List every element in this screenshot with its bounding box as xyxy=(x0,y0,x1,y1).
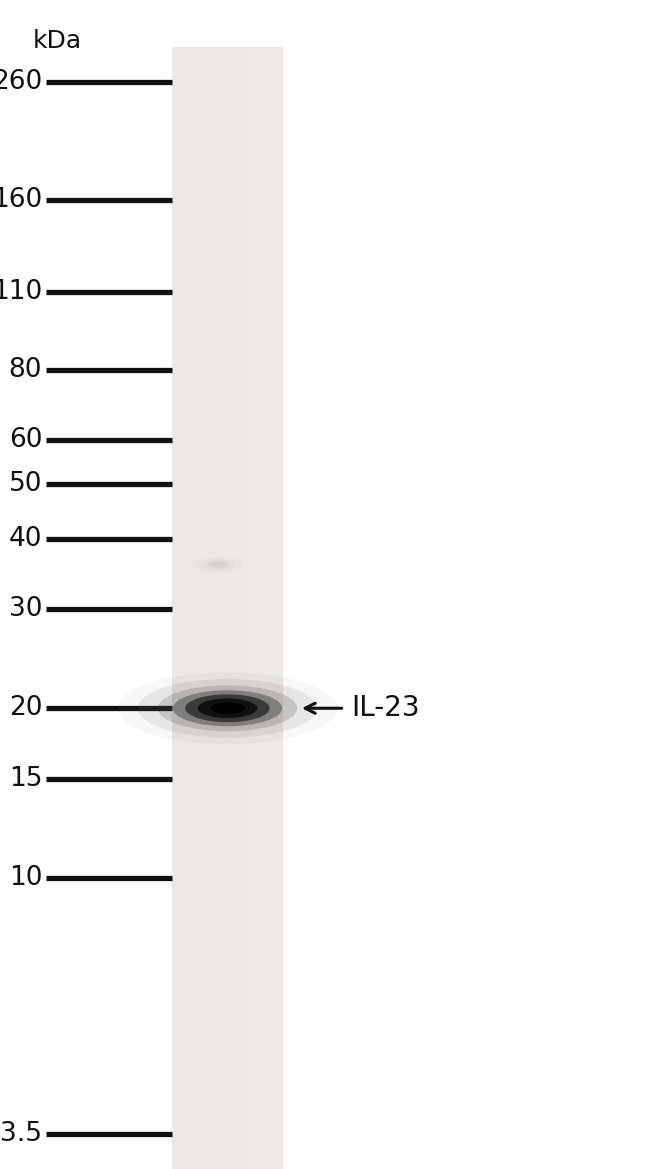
Text: 110: 110 xyxy=(0,279,42,305)
Bar xyxy=(186,47,188,1169)
Text: 40: 40 xyxy=(8,526,42,552)
Ellipse shape xyxy=(173,690,282,726)
Text: 10: 10 xyxy=(8,865,42,891)
Bar xyxy=(214,47,216,1169)
Bar xyxy=(219,47,222,1169)
Bar xyxy=(263,47,266,1169)
Bar xyxy=(247,47,250,1169)
Bar xyxy=(211,47,214,1169)
Text: 80: 80 xyxy=(8,357,42,382)
Bar xyxy=(239,47,241,1169)
Ellipse shape xyxy=(198,698,257,718)
Bar xyxy=(178,47,181,1169)
Bar xyxy=(269,47,272,1169)
Bar xyxy=(197,47,200,1169)
Ellipse shape xyxy=(158,685,297,731)
Bar xyxy=(183,47,186,1169)
Bar xyxy=(189,47,192,1169)
Ellipse shape xyxy=(118,672,337,745)
Bar xyxy=(192,47,194,1169)
Bar xyxy=(172,47,283,1169)
Bar xyxy=(258,47,261,1169)
Text: 160: 160 xyxy=(0,187,42,214)
Text: 60: 60 xyxy=(8,427,42,452)
Text: 3.5: 3.5 xyxy=(0,1121,42,1147)
Bar xyxy=(203,47,205,1169)
Bar xyxy=(200,47,203,1169)
Text: 50: 50 xyxy=(8,471,42,498)
Bar xyxy=(222,47,225,1169)
Bar xyxy=(175,47,177,1169)
Text: 15: 15 xyxy=(8,766,42,791)
Bar xyxy=(225,47,227,1169)
Bar xyxy=(266,47,269,1169)
Bar xyxy=(236,47,239,1169)
Bar xyxy=(250,47,252,1169)
Text: 20: 20 xyxy=(8,696,42,721)
Bar xyxy=(252,47,255,1169)
Ellipse shape xyxy=(210,703,245,714)
Bar xyxy=(255,47,258,1169)
Text: IL-23: IL-23 xyxy=(351,694,420,722)
Bar xyxy=(233,47,236,1169)
Bar xyxy=(181,47,183,1169)
Text: 260: 260 xyxy=(0,69,42,95)
Bar xyxy=(244,47,247,1169)
Bar xyxy=(230,47,233,1169)
Ellipse shape xyxy=(208,561,227,568)
Bar xyxy=(172,47,175,1169)
Bar xyxy=(194,47,197,1169)
Bar xyxy=(216,47,219,1169)
Ellipse shape xyxy=(138,679,317,738)
Text: 30: 30 xyxy=(8,596,42,622)
Ellipse shape xyxy=(193,556,242,574)
Bar xyxy=(261,47,263,1169)
Text: kDa: kDa xyxy=(32,28,82,53)
Bar xyxy=(208,47,211,1169)
Bar xyxy=(227,47,230,1169)
Ellipse shape xyxy=(185,694,270,722)
Ellipse shape xyxy=(202,559,234,570)
Bar xyxy=(241,47,244,1169)
Bar xyxy=(205,47,208,1169)
